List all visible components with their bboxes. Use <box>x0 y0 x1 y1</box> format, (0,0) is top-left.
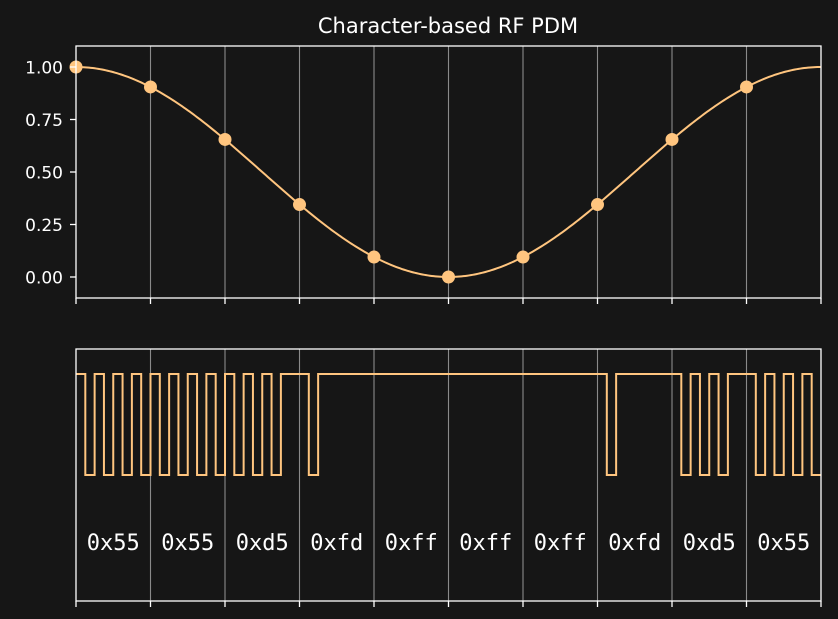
top-axes: 1.00 0.75 0.50 0.25 0.00 <box>25 45 822 304</box>
bottom-x-axis <box>75 601 822 607</box>
char-label: 0xd5 <box>683 531 736 556</box>
y-tick-label: 1.00 <box>25 59 63 79</box>
sample-points <box>69 60 753 284</box>
y-tick-label: 0.50 <box>25 164 63 184</box>
sample-point <box>218 132 232 146</box>
y-tick-label: 0.00 <box>25 269 63 289</box>
sample-point <box>144 80 157 94</box>
char-label: 0xff <box>534 531 587 556</box>
sample-point <box>293 198 306 212</box>
top-x-axis <box>75 298 822 304</box>
char-label: 0xff <box>459 531 512 556</box>
y-tick-label: 0.25 <box>25 216 63 236</box>
top-y-axis: 1.00 0.75 0.50 0.25 0.00 <box>25 59 76 289</box>
char-label: 0x55 <box>87 531 140 556</box>
char-label: 0x55 <box>757 531 810 556</box>
sample-point <box>516 250 530 264</box>
char-label: 0xff <box>385 531 438 556</box>
bottom-axes: 0x55 0x55 0xd5 0xfd 0xff 0xff 0xff 0xfd 0xd5 0x55 <box>75 348 822 607</box>
y-tick-label: 0.75 <box>25 111 63 131</box>
sample-point <box>591 198 604 212</box>
sample-point <box>665 132 679 146</box>
sample-point <box>740 80 753 94</box>
sample-point <box>367 250 381 264</box>
pdm-waveform <box>76 373 821 476</box>
char-label: 0xfd <box>310 531 363 556</box>
char-label: 0xd5 <box>236 531 289 556</box>
char-label: 0x55 <box>161 531 214 556</box>
char-label: 0xfd <box>608 531 661 556</box>
sample-point <box>442 270 455 284</box>
chart-title: Character-based RF PDM <box>318 14 578 38</box>
character-labels: 0x55 0x55 0xd5 0xfd 0xff 0xff 0xff 0xfd 0xd5 0x55 <box>87 531 810 556</box>
